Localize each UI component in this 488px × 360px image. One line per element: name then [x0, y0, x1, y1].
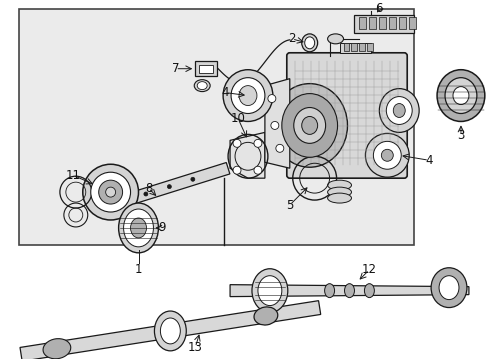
Ellipse shape — [197, 82, 207, 90]
Text: 10: 10 — [230, 112, 245, 125]
Ellipse shape — [105, 187, 115, 197]
Ellipse shape — [430, 268, 466, 307]
Bar — [359, 17, 366, 29]
Ellipse shape — [452, 87, 468, 104]
Text: 7: 7 — [171, 62, 179, 75]
Polygon shape — [229, 285, 468, 297]
Polygon shape — [229, 132, 264, 178]
Ellipse shape — [99, 180, 122, 204]
Ellipse shape — [436, 70, 484, 121]
Text: 4: 4 — [425, 154, 432, 167]
Polygon shape — [264, 78, 289, 168]
Bar — [359, 43, 365, 51]
Ellipse shape — [239, 86, 256, 105]
Ellipse shape — [223, 70, 272, 121]
Bar — [351, 43, 357, 51]
Ellipse shape — [271, 84, 347, 167]
Ellipse shape — [251, 269, 287, 312]
Ellipse shape — [253, 166, 262, 174]
Ellipse shape — [392, 104, 405, 117]
Ellipse shape — [190, 177, 194, 181]
Ellipse shape — [231, 78, 264, 113]
Ellipse shape — [281, 94, 337, 157]
Bar — [366, 43, 373, 51]
Text: 8: 8 — [144, 182, 152, 195]
Ellipse shape — [275, 144, 283, 152]
Ellipse shape — [130, 218, 146, 238]
Ellipse shape — [327, 193, 351, 203]
Ellipse shape — [270, 121, 278, 129]
Ellipse shape — [154, 311, 186, 351]
Text: 6: 6 — [375, 3, 382, 15]
Ellipse shape — [253, 307, 277, 325]
Ellipse shape — [444, 78, 476, 113]
Bar — [368, 17, 376, 29]
Text: 13: 13 — [187, 341, 202, 354]
Ellipse shape — [379, 89, 418, 132]
FancyBboxPatch shape — [286, 53, 407, 178]
Bar — [398, 17, 406, 29]
Ellipse shape — [253, 139, 262, 147]
Text: 11: 11 — [65, 169, 80, 182]
Ellipse shape — [194, 80, 210, 91]
Ellipse shape — [82, 164, 138, 220]
Ellipse shape — [91, 172, 130, 212]
Bar — [343, 43, 349, 51]
Ellipse shape — [301, 34, 317, 52]
Ellipse shape — [327, 180, 351, 190]
Ellipse shape — [167, 185, 171, 189]
Polygon shape — [20, 301, 320, 360]
Text: 2: 2 — [287, 32, 295, 45]
Bar — [354, 15, 413, 33]
Ellipse shape — [438, 276, 458, 300]
Text: 9: 9 — [158, 221, 166, 234]
Ellipse shape — [364, 284, 374, 298]
Ellipse shape — [143, 192, 147, 196]
Text: 5: 5 — [285, 199, 293, 212]
Text: 1: 1 — [135, 263, 142, 276]
Ellipse shape — [324, 284, 334, 298]
Bar — [388, 17, 395, 29]
Ellipse shape — [327, 187, 351, 197]
Ellipse shape — [119, 203, 158, 253]
Text: 12: 12 — [361, 263, 376, 276]
Ellipse shape — [233, 166, 241, 174]
Ellipse shape — [257, 276, 281, 306]
Text: 3: 3 — [456, 129, 464, 142]
Ellipse shape — [327, 34, 343, 44]
Bar — [379, 17, 386, 29]
Bar — [408, 17, 415, 29]
Ellipse shape — [123, 209, 153, 247]
Ellipse shape — [43, 339, 71, 359]
Ellipse shape — [267, 95, 275, 103]
Ellipse shape — [301, 117, 317, 134]
Bar — [199, 65, 213, 73]
Ellipse shape — [365, 134, 408, 177]
Ellipse shape — [373, 141, 401, 169]
Bar — [195, 61, 217, 76]
Ellipse shape — [381, 149, 392, 161]
Text: 4: 4 — [221, 86, 228, 99]
Bar — [19, 9, 413, 245]
Ellipse shape — [304, 37, 314, 49]
Ellipse shape — [344, 284, 354, 298]
Bar — [339, 43, 370, 53]
Ellipse shape — [160, 318, 180, 344]
Ellipse shape — [293, 108, 325, 143]
Polygon shape — [109, 162, 229, 211]
Ellipse shape — [386, 96, 411, 125]
Ellipse shape — [233, 139, 241, 147]
